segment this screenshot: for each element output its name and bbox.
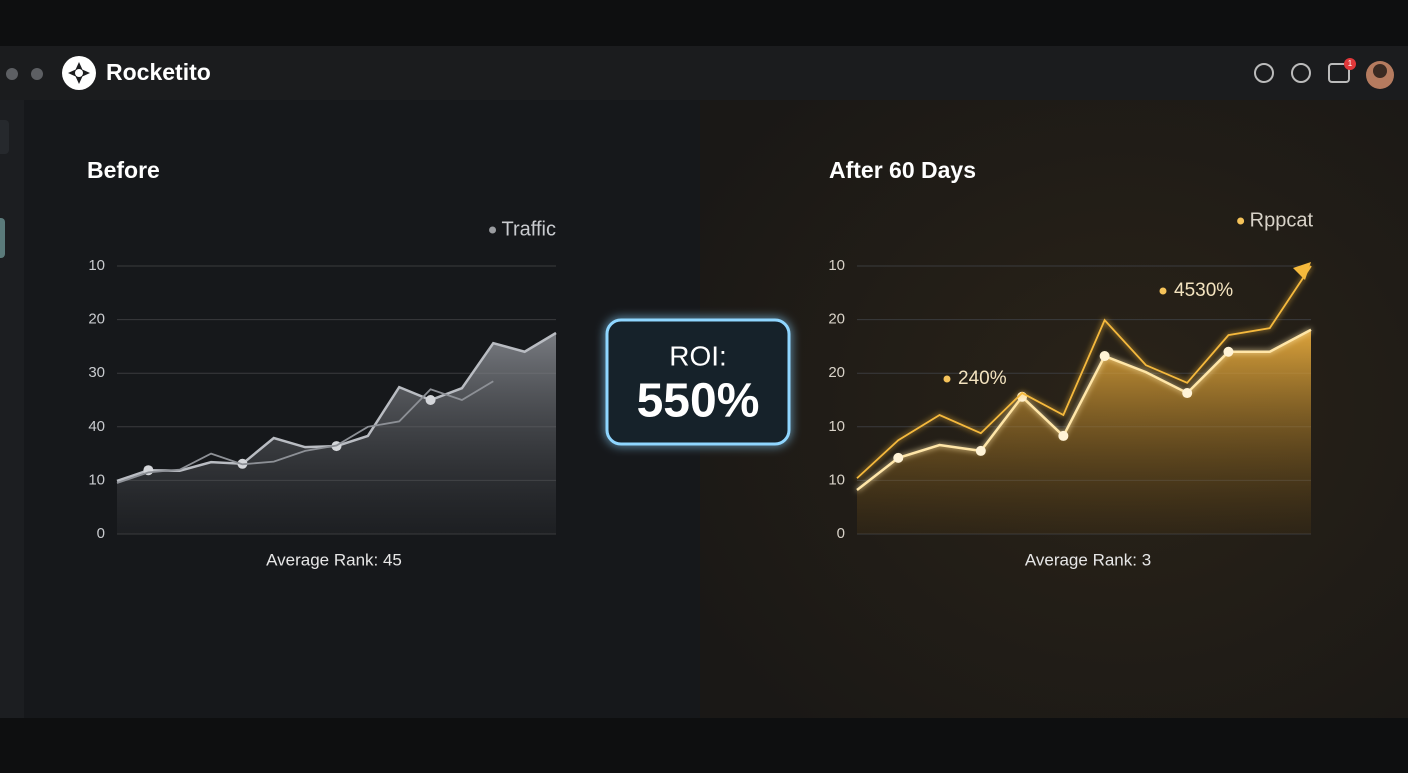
roi-value: 550% <box>637 375 760 428</box>
icon-mail[interactable] <box>1328 63 1350 83</box>
chart-footer: Average Rank: 45 <box>266 550 402 569</box>
window-dot[interactable] <box>31 68 43 80</box>
legend-dot <box>1237 217 1245 225</box>
icon-sync[interactable] <box>1291 63 1311 83</box>
left-panel <box>0 100 700 718</box>
y-tick-label: 10 <box>828 418 845 435</box>
area <box>117 333 556 534</box>
annotation: 4530% <box>1174 280 1233 301</box>
point <box>1099 351 1110 362</box>
badge <box>1344 58 1356 70</box>
annotation: 240% <box>958 368 1007 389</box>
point <box>975 445 986 456</box>
avatar-hair <box>1373 64 1387 78</box>
y-tick-label: 0 <box>97 525 105 542</box>
app-title: Rocketito <box>106 59 211 85</box>
point <box>1058 430 1069 441</box>
y-tick-label: 10 <box>828 471 845 488</box>
y-tick-label: 20 <box>828 311 845 328</box>
badge-count: 1 <box>1348 59 1353 68</box>
point <box>1223 346 1234 357</box>
y-tick-label: 10 <box>88 257 105 274</box>
roi-label: ROI: <box>669 340 727 371</box>
y-tick-label: 0 <box>837 525 845 542</box>
line <box>856 265 1312 479</box>
header-bar <box>0 46 1408 100</box>
y-tick-label: 30 <box>88 364 105 381</box>
legend-label: Rppcat <box>1250 209 1314 231</box>
chart-title: After 60 Days <box>829 157 976 183</box>
y-tick-label: 10 <box>88 471 105 488</box>
sidebar-item[interactable] <box>0 218 5 258</box>
chart-title: Before <box>87 157 160 183</box>
legend-dot <box>489 226 497 234</box>
point <box>425 395 436 405</box>
line <box>116 380 494 484</box>
point <box>893 452 904 463</box>
logo <box>62 56 96 90</box>
legend-label: Traffic <box>502 218 556 240</box>
area <box>857 329 1311 534</box>
icon-bulb[interactable] <box>1254 63 1274 83</box>
roi-box: ROI: 550% <box>605 318 791 446</box>
sidebar <box>0 100 24 718</box>
roi-frame <box>605 318 791 446</box>
y-tick-label: 20 <box>828 364 845 381</box>
line <box>856 328 1312 492</box>
arrow-head <box>1293 262 1311 280</box>
y-tick-label: 10 <box>828 257 845 274</box>
y-tick-label: 20 <box>88 311 105 328</box>
y-tick-label: 40 <box>88 418 105 435</box>
annotation-dot <box>943 375 951 383</box>
point <box>1182 388 1193 399</box>
annotation-dot <box>1159 287 1167 295</box>
sidebar-item[interactable] <box>0 120 9 154</box>
window-dot[interactable] <box>6 68 18 80</box>
chart-footer: Average Rank: 3 <box>1025 550 1151 569</box>
